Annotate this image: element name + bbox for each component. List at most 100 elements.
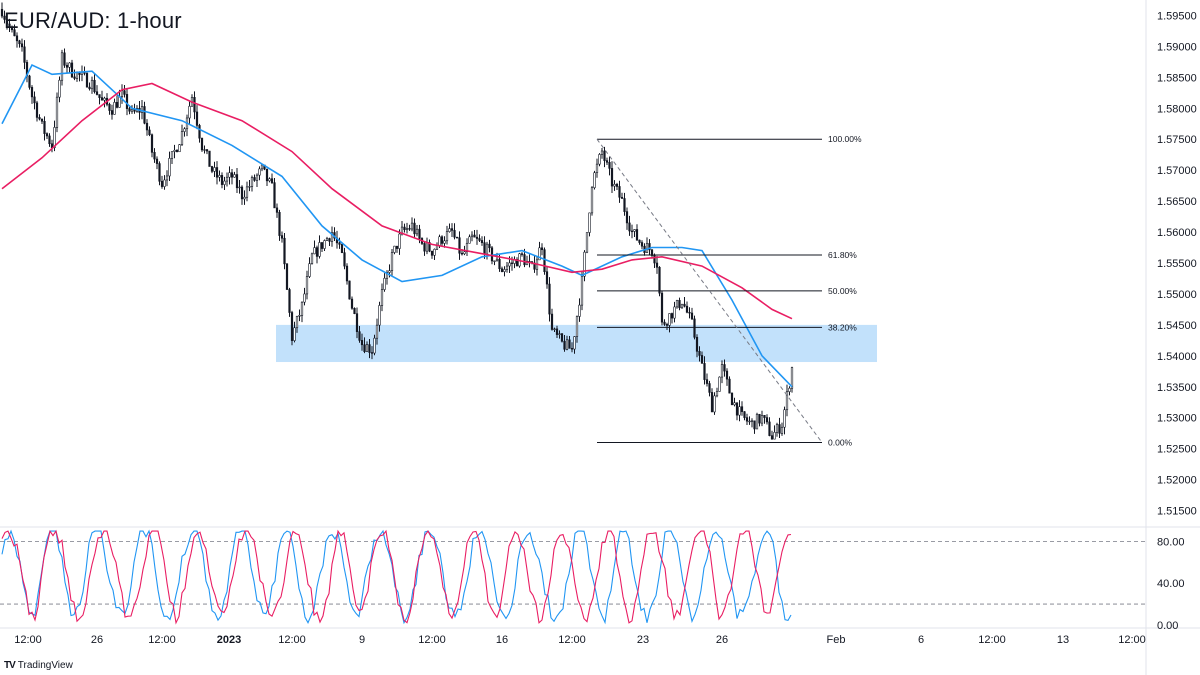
candle[interactable] [783,406,786,435]
candle[interactable] [573,336,576,354]
candle[interactable] [625,207,629,230]
candle[interactable] [95,85,99,96]
candle[interactable] [608,156,611,176]
candle[interactable] [260,164,264,172]
candle[interactable] [635,224,639,241]
candle[interactable] [243,190,246,205]
candle[interactable] [255,173,259,188]
candle[interactable] [555,325,559,339]
candle[interactable] [23,40,26,70]
candle[interactable] [173,144,176,159]
candle[interactable] [355,307,359,339]
candle[interactable] [298,309,301,322]
candle[interactable] [413,218,416,238]
candle[interactable] [740,401,744,416]
candle[interactable] [575,315,579,343]
candle[interactable] [10,25,14,33]
candle[interactable] [73,69,76,81]
candle[interactable] [85,71,89,88]
candle[interactable] [215,161,219,185]
candle[interactable] [190,94,194,107]
candle[interactable] [653,253,656,268]
candle[interactable] [425,237,429,255]
candle[interactable] [448,223,451,233]
candle[interactable] [613,180,616,191]
candle[interactable] [440,235,444,247]
candle[interactable] [268,177,271,183]
candle[interactable] [468,234,471,244]
candle[interactable] [678,297,681,311]
candle[interactable] [18,39,21,48]
candle[interactable] [680,303,684,309]
candle[interactable] [265,168,269,187]
candle[interactable] [708,380,711,397]
candle[interactable] [748,416,751,425]
candle[interactable] [428,239,431,253]
candle[interactable] [300,301,304,323]
candle[interactable] [785,384,789,417]
candle[interactable] [238,179,241,194]
candle[interactable] [483,236,486,259]
candle[interactable] [550,308,554,331]
fibonacci-retracement[interactable]: 100.00% 61.80% 50.00% 38.20% 0.00% [596,134,862,447]
candle[interactable] [310,252,314,265]
candle[interactable] [240,185,244,205]
candle[interactable] [370,346,374,360]
candle[interactable] [93,73,96,94]
candle[interactable] [610,161,614,193]
candle[interactable] [350,296,354,310]
candle[interactable] [155,156,159,170]
candle[interactable] [50,139,54,153]
candle[interactable] [20,38,24,52]
candle[interactable] [628,215,631,236]
candle[interactable] [205,149,209,155]
candle[interactable] [230,169,234,185]
candle[interactable] [705,373,709,387]
candle[interactable] [603,146,606,168]
candle[interactable] [593,170,596,190]
candle[interactable] [473,229,476,238]
candle[interactable] [208,150,211,167]
candle[interactable] [88,82,91,91]
candle[interactable] [423,240,426,256]
candle[interactable] [500,266,504,273]
candle[interactable] [415,224,419,237]
candle[interactable] [165,170,169,187]
candle[interactable] [30,85,34,104]
candle[interactable] [723,359,726,377]
candle[interactable] [615,182,619,191]
candle[interactable] [235,167,239,194]
candle[interactable] [188,101,191,124]
candle[interactable] [430,250,434,259]
candle[interactable] [458,231,461,260]
candle[interactable] [590,186,594,216]
candle[interactable] [83,66,86,76]
candle[interactable] [275,203,279,218]
candle[interactable] [470,231,474,242]
candle[interactable] [553,327,556,333]
candle[interactable] [125,88,129,116]
candle[interactable] [568,336,571,349]
candle[interactable] [363,337,366,354]
candle[interactable] [475,229,479,245]
candle[interactable] [200,137,204,152]
candle[interactable] [683,296,686,308]
candle[interactable] [755,412,759,430]
candle[interactable] [178,143,181,153]
candle[interactable] [728,376,731,394]
candle[interactable] [60,49,64,86]
candle[interactable] [35,100,39,122]
candle[interactable] [735,402,739,421]
candle[interactable] [28,74,31,90]
candle[interactable] [570,342,574,353]
candle[interactable] [143,101,146,125]
candle[interactable] [180,124,184,146]
candle[interactable] [780,422,784,436]
candle[interactable] [248,179,251,192]
candle[interactable] [393,245,396,255]
candle[interactable] [140,100,144,120]
candle[interactable] [128,106,131,115]
candle[interactable] [183,127,186,137]
candle[interactable] [565,335,569,351]
